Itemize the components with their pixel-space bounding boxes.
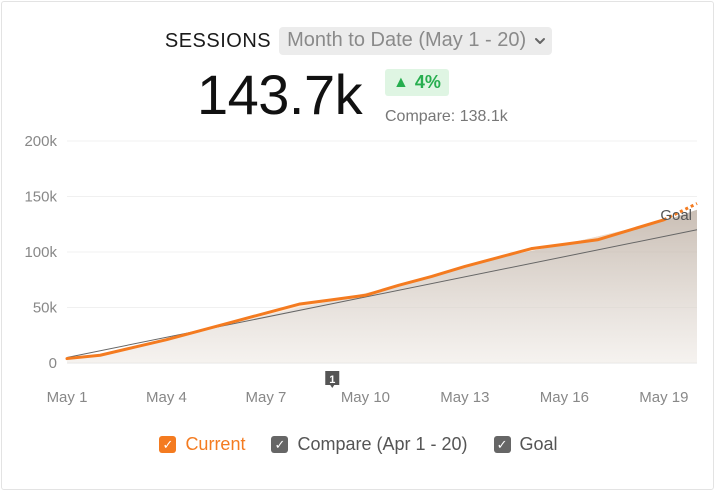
goal-line [66,229,698,358]
date-range-select[interactable]: Month to Date (May 1 - 20) [279,27,553,55]
x-tick-label: May 16 [540,389,589,406]
chevron-down-icon [535,37,546,44]
x-tick-label: May 7 [246,389,287,406]
chart-header: SESSIONS Month to Date (May 1 - 20) [0,27,717,55]
legend-label-goal: Goal [519,434,558,454]
y-tick-label: 200k [24,133,57,150]
x-tick-label: May 19 [639,389,688,406]
chart-legend: ✓ Current ✓ Compare (Apr 1 - 20) ✓ Goal [0,434,717,455]
x-tick-label: May 10 [341,389,390,406]
legend-item-goal[interactable]: ✓ Goal [493,434,558,455]
legend-item-current[interactable]: ✓ Current [159,434,245,455]
metric-title: SESSIONS [164,29,272,52]
y-tick-label: 150k [24,189,57,206]
annotation-count: 1 [329,374,335,386]
compare-area [67,209,697,363]
checkbox-checked-icon[interactable]: ✓ [271,436,289,453]
annotation-flag-shape [325,371,340,388]
legend-item-compare[interactable]: ✓ Compare (Apr 1 - 20) [271,434,468,455]
x-tick-label: May 4 [146,389,187,406]
checkbox-checked-icon[interactable]: ✓ [159,436,177,453]
checkbox-checked-icon[interactable]: ✓ [493,436,511,453]
goal-label: Goal [660,207,692,224]
triangle-up-icon: ▲ [393,73,409,91]
date-range-label: Month to Date (May 1 - 20) [287,29,527,51]
y-tick-label: 50k [33,300,58,317]
x-tick-label: May 1 [47,389,88,406]
legend-label-current: Current [185,434,246,454]
annotation-flag-icon: 1 [325,371,340,388]
y-tick-label: 0 [49,355,57,372]
legend-label-compare: Compare (Apr 1 - 20) [297,434,468,454]
compare-value: Compare: 138.1k [385,108,508,125]
change-value: 4% [414,72,441,92]
current-projection-line [663,202,698,222]
change-badge: ▲ 4% [385,69,449,96]
metric-value: 143.7k [197,63,363,126]
current-line [65,218,666,361]
x-tick-label: May 13 [440,389,489,406]
y-tick-label: 100k [24,244,57,261]
